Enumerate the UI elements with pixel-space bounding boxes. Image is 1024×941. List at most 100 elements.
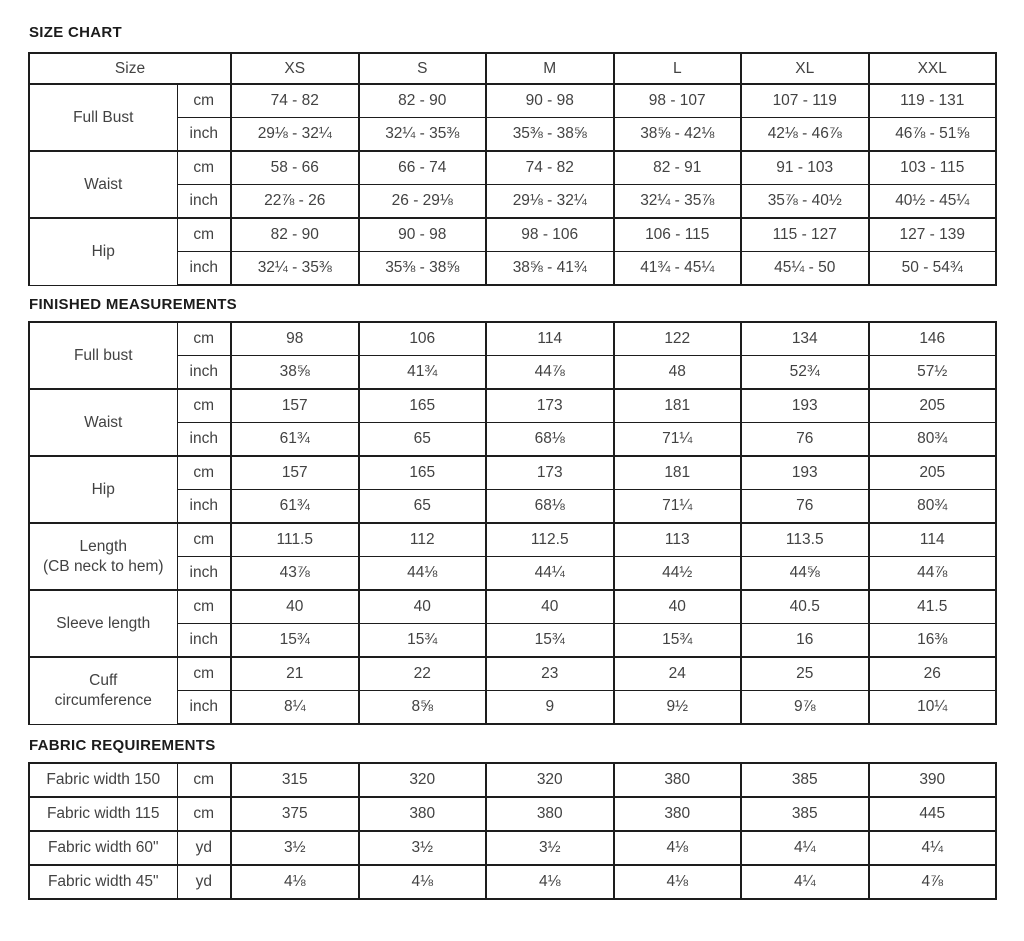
value-cell: 4⅛ — [612, 864, 742, 900]
value-cell: 15¾ — [485, 623, 615, 658]
value-cell: 385 — [740, 796, 870, 832]
value-cell: 205 — [867, 388, 997, 423]
measurement-label: Length (CB neck to hem) — [28, 522, 178, 591]
value-cell: 46⅞ - 51⅝ — [867, 117, 997, 152]
value-cell: 82 - 90 — [357, 83, 487, 118]
unit-label: cm — [176, 217, 232, 252]
value-cell: 57½ — [867, 355, 997, 390]
value-cell: 40 — [485, 589, 615, 624]
value-cell: 107 - 119 — [740, 83, 870, 118]
value-cell: 9⅞ — [740, 690, 870, 725]
value-cell: 112.5 — [485, 522, 615, 557]
unit-label: cm — [176, 796, 232, 832]
value-cell: 38⅝ - 41¾ — [485, 251, 615, 286]
value-cell: 9 — [485, 690, 615, 725]
unit-label: cm — [176, 656, 232, 691]
unit-label: yd — [176, 864, 232, 900]
value-cell: 74 - 82 — [230, 83, 360, 118]
value-cell: 90 - 98 — [357, 217, 487, 252]
value-cell: 38⅝ — [230, 355, 360, 390]
value-cell: 165 — [357, 455, 487, 490]
value-cell: 41.5 — [867, 589, 997, 624]
value-cell: 445 — [867, 796, 997, 832]
value-cell: 44⅝ — [740, 556, 870, 591]
value-cell: 4⅛ — [485, 864, 615, 900]
unit-label: cm — [176, 762, 232, 798]
value-cell: 122 — [612, 321, 742, 356]
value-cell: 71¼ — [612, 422, 742, 457]
size-column-header: XL — [740, 52, 870, 85]
value-cell: 26 — [867, 656, 997, 691]
measurement-label: Waist — [28, 388, 178, 457]
size-column-header: XS — [230, 52, 360, 85]
value-cell: 44⅞ — [867, 556, 997, 591]
value-cell: 3½ — [357, 830, 487, 866]
value-cell: 80¾ — [867, 422, 997, 457]
value-cell: 385 — [740, 762, 870, 798]
value-cell: 66 - 74 — [357, 150, 487, 185]
measurement-label: Waist — [28, 150, 178, 219]
value-cell: 380 — [357, 796, 487, 832]
value-cell: 65 — [357, 489, 487, 524]
value-cell: 380 — [485, 796, 615, 832]
section-title-finished-measurements: FINISHED MEASUREMENTS — [29, 296, 237, 313]
value-cell: 10¼ — [867, 690, 997, 725]
value-cell: 35⅜ - 38⅝ — [485, 117, 615, 152]
value-cell: 25 — [740, 656, 870, 691]
section-title-fabric-requirements: FABRIC REQUIREMENTS — [29, 737, 216, 754]
unit-label: cm — [176, 455, 232, 490]
value-cell: 173 — [485, 455, 615, 490]
value-cell: 44⅞ — [485, 355, 615, 390]
value-cell: 127 - 139 — [867, 217, 997, 252]
value-cell: 114 — [867, 522, 997, 557]
value-cell: 24 — [612, 656, 742, 691]
value-cell: 193 — [740, 388, 870, 423]
value-cell: 48 — [612, 355, 742, 390]
value-cell: 320 — [485, 762, 615, 798]
unit-label: inch — [176, 422, 232, 457]
unit-label: inch — [176, 184, 232, 219]
value-cell: 98 - 106 — [485, 217, 615, 252]
value-cell: 111.5 — [230, 522, 360, 557]
value-cell: 119 - 131 — [867, 83, 997, 118]
value-cell: 40½ - 45¼ — [867, 184, 997, 219]
fabric-requirements-table: Fabric width 150 cm 315 320 320 380 385 390 Fabr… — [28, 762, 997, 900]
value-cell: 26 - 29⅛ — [357, 184, 487, 219]
value-cell: 98 - 107 — [612, 83, 742, 118]
section-title-size-chart: SIZE CHART — [29, 24, 122, 41]
value-cell: 74 - 82 — [485, 150, 615, 185]
value-cell: 3½ — [230, 830, 360, 866]
unit-label: inch — [176, 251, 232, 286]
value-cell: 4⅛ — [230, 864, 360, 900]
size-column-header: S — [357, 52, 487, 85]
value-cell: 82 - 91 — [612, 150, 742, 185]
value-cell: 32¼ - 35⅞ — [612, 184, 742, 219]
size-column-header: XXL — [867, 52, 997, 85]
value-cell: 41¾ — [357, 355, 487, 390]
value-cell: 103 - 115 — [867, 150, 997, 185]
value-cell: 15¾ — [230, 623, 360, 658]
unit-label: inch — [176, 556, 232, 591]
value-cell: 23 — [485, 656, 615, 691]
size-chart-table: Size XS S M L XL XXL Full Bust cm 74 - 82 82 - 90 9… — [28, 52, 997, 286]
value-cell: 4⅞ — [867, 864, 997, 900]
value-cell: 112 — [357, 522, 487, 557]
value-cell: 21 — [230, 656, 360, 691]
value-cell: 68⅛ — [485, 422, 615, 457]
value-cell: 193 — [740, 455, 870, 490]
value-cell: 4⅛ — [612, 830, 742, 866]
fabric-row-label: Fabric width 45" — [28, 864, 178, 900]
value-cell: 3½ — [485, 830, 615, 866]
value-cell: 42⅛ - 46⅞ — [740, 117, 870, 152]
value-cell: 44⅛ — [357, 556, 487, 591]
value-cell: 61¾ — [230, 489, 360, 524]
value-cell: 106 - 115 — [612, 217, 742, 252]
fabric-row-label: Fabric width 150 — [28, 762, 178, 798]
value-cell: 90 - 98 — [485, 83, 615, 118]
value-cell: 157 — [230, 388, 360, 423]
value-cell: 35⅜ - 38⅝ — [357, 251, 487, 286]
value-cell: 380 — [612, 762, 742, 798]
measurement-label: Full Bust — [28, 83, 178, 152]
value-cell: 4¼ — [740, 864, 870, 900]
value-cell: 80¾ — [867, 489, 997, 524]
